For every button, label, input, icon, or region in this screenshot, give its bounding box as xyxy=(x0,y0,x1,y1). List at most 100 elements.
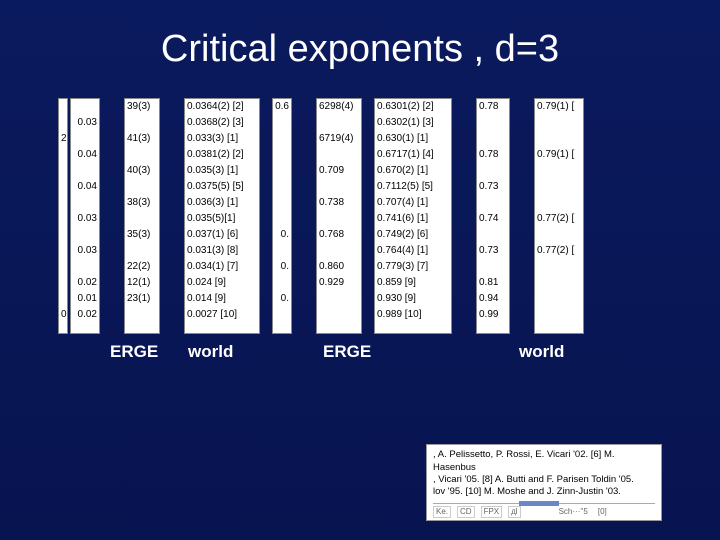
citation-box: , A. Pelissetto, P. Rossi, E. Vicari '02… xyxy=(426,444,662,521)
cell: 0. xyxy=(273,291,291,307)
tb-3: FPX xyxy=(481,506,503,518)
col-7: 0.780.780.730.740.730.810.940.99 xyxy=(476,98,510,334)
cell: 0.929 xyxy=(317,275,361,291)
cell xyxy=(71,131,99,147)
cell xyxy=(535,275,583,291)
cell xyxy=(535,115,583,131)
cell: 0.81 xyxy=(477,275,509,291)
cell xyxy=(535,195,583,211)
cell: 0.6302(1) [3] xyxy=(375,115,451,131)
cell: 23(1) xyxy=(125,291,159,307)
cell xyxy=(59,147,67,163)
cell xyxy=(273,115,291,131)
cell xyxy=(59,195,67,211)
cell xyxy=(273,211,291,227)
cell: 0.78 xyxy=(477,147,509,163)
label-world-1: world xyxy=(188,342,323,362)
col-1: 0.030.040.040.030.030.020.010.02 xyxy=(70,98,100,334)
cell: 0.859 [9] xyxy=(375,275,451,291)
cell: 0.741(6) [1] xyxy=(375,211,451,227)
cell: 0.03 xyxy=(71,115,99,131)
cell: 0.860 xyxy=(317,259,361,275)
cell: 0 xyxy=(59,307,67,323)
cell: 0.014 [9] xyxy=(185,291,259,307)
cell xyxy=(477,259,509,275)
page-title: Critical exponents , d=3 xyxy=(0,0,720,71)
cell xyxy=(477,227,509,243)
cell xyxy=(59,115,67,131)
tb-5: Sch···''5 xyxy=(557,507,590,517)
cell xyxy=(535,291,583,307)
cell xyxy=(125,211,159,227)
col-6: 0.6301(2) [2]0.6302(1) [3]0.630(1) [1]0.… xyxy=(374,98,452,334)
cell: 0.0027 [10] xyxy=(185,307,259,323)
cell xyxy=(71,163,99,179)
data-tables: 20 0.030.040.040.030.030.020.010.02 39(3… xyxy=(58,98,584,334)
cell xyxy=(273,147,291,163)
label-erge-2: ERGE xyxy=(323,342,519,362)
tb-2: CD xyxy=(457,506,475,518)
cell: 0.035(3) [1] xyxy=(185,163,259,179)
cell: 0.035(5)[1] xyxy=(185,211,259,227)
cell xyxy=(273,307,291,323)
cell: 0.779(3) [7] xyxy=(375,259,451,275)
col-1a: 20 xyxy=(58,98,68,334)
cell: 0.033(3) [1] xyxy=(185,131,259,147)
cell: 0.77(2) [ xyxy=(535,243,583,259)
cell: 0.024 [9] xyxy=(185,275,259,291)
cell xyxy=(59,243,67,259)
cell: 40(3) xyxy=(125,163,159,179)
cell xyxy=(273,179,291,195)
cell xyxy=(317,291,361,307)
tb-6: [0] xyxy=(596,507,609,517)
cite-line-2: , Vicari '05. [8] A. Butti and F. Parise… xyxy=(433,474,655,486)
cell xyxy=(273,243,291,259)
cell xyxy=(535,227,583,243)
cell xyxy=(59,179,67,195)
cell xyxy=(535,131,583,147)
cell xyxy=(59,275,67,291)
progress-bar xyxy=(433,503,655,504)
cell: 12(1) xyxy=(125,275,159,291)
cell: 0.02 xyxy=(71,275,99,291)
cell xyxy=(59,163,67,179)
cell: 0.78 xyxy=(477,99,509,115)
cell: 0.749(2) [6] xyxy=(375,227,451,243)
cell: 0.73 xyxy=(477,243,509,259)
cell: 0.7112(5) [5] xyxy=(375,179,451,195)
cell: 0.036(3) [1] xyxy=(185,195,259,211)
tb-1: Ke. xyxy=(433,506,451,518)
cell: 0. xyxy=(273,227,291,243)
cell: 0.707(4) [1] xyxy=(375,195,451,211)
cell: 0.738 xyxy=(317,195,361,211)
cell: 0.764(4) [1] xyxy=(375,243,451,259)
cell: 0.037(1) [6] xyxy=(185,227,259,243)
label-erge-1: ERGE xyxy=(110,342,188,362)
cell: 41(3) xyxy=(125,131,159,147)
cell: 0. xyxy=(273,259,291,275)
cell: 0.930 [9] xyxy=(375,291,451,307)
col-3: 0.0364(2) [2]0.0368(2) [3]0.033(3) [1]0.… xyxy=(184,98,260,334)
cell: 0.0364(2) [2] xyxy=(185,99,259,115)
col-8: 0.79(1) [0.79(1) [0.77(2) [0.77(2) [ xyxy=(534,98,584,334)
cite-line-3: lov '95. [10] M. Moshe and J. Zinn-Justi… xyxy=(433,486,655,498)
cell: 0.73 xyxy=(477,179,509,195)
cell: 0.03 xyxy=(71,243,99,259)
cell xyxy=(59,259,67,275)
col-4: 0.60.0.0. xyxy=(272,98,292,334)
cell xyxy=(317,115,361,131)
cell xyxy=(477,163,509,179)
cell: 0.02 xyxy=(71,307,99,323)
col-5: 6298(4)6719(4)0.7090.7380.7680.8600.929 xyxy=(316,98,362,334)
cell: 0.034(1) [7] xyxy=(185,259,259,275)
cell: 0.03 xyxy=(71,211,99,227)
cell xyxy=(59,211,67,227)
cell: 0.768 xyxy=(317,227,361,243)
cell xyxy=(71,195,99,211)
cell xyxy=(125,115,159,131)
cell: 0.74 xyxy=(477,211,509,227)
label-world-2: world xyxy=(519,342,564,362)
cell xyxy=(535,179,583,195)
cell: 0.709 xyxy=(317,163,361,179)
cell: 0.670(2) [1] xyxy=(375,163,451,179)
